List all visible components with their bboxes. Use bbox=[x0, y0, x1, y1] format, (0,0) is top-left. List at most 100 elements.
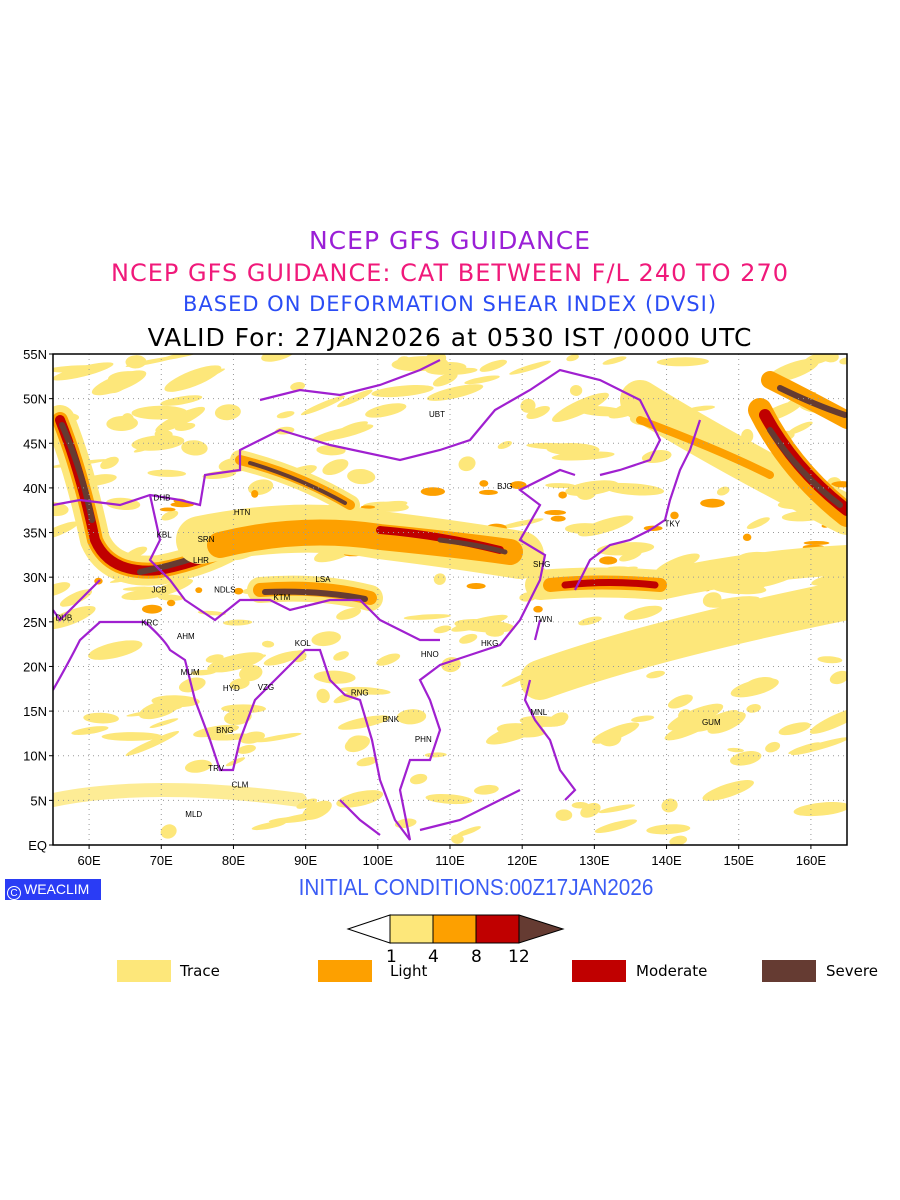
legend-swatch-light bbox=[318, 960, 372, 982]
trace-patch bbox=[223, 619, 253, 626]
initial-conditions: INITIAL CONDITIONS:00Z17JAN2026 bbox=[298, 874, 654, 900]
trace-patch bbox=[520, 398, 536, 413]
trace-patch bbox=[424, 752, 447, 758]
city-label-ubt: UBT bbox=[429, 410, 445, 419]
trace-patch bbox=[678, 709, 692, 722]
city-label-srn: SRN bbox=[198, 535, 215, 544]
light-patch bbox=[195, 587, 203, 594]
trace-patch bbox=[552, 392, 609, 423]
trace-patch bbox=[184, 759, 212, 773]
trace-patch bbox=[656, 357, 709, 367]
trace-patch bbox=[125, 730, 180, 756]
trace-patch bbox=[727, 747, 744, 753]
trace-patch bbox=[365, 403, 407, 418]
trace-patch bbox=[316, 688, 330, 704]
trace-patch bbox=[121, 588, 168, 601]
trace-patch bbox=[131, 405, 188, 420]
country-boundaries bbox=[53, 359, 702, 841]
lon-label: 160E bbox=[796, 853, 827, 868]
trace-patch bbox=[455, 826, 482, 837]
axis-labels: EQ 5N 10N 15N 20N 25N 30N 35N 40N 45N 50N 55N 60E 70E… bbox=[23, 347, 826, 868]
trace-patch bbox=[594, 819, 638, 834]
trace-patch bbox=[147, 469, 187, 477]
city-label-bng: BNG bbox=[216, 726, 233, 735]
city-label-htn: HTN bbox=[234, 508, 251, 517]
trace-patch bbox=[499, 518, 544, 529]
legend-label-trace: Trace bbox=[180, 962, 220, 980]
colorbar-light bbox=[432, 914, 477, 944]
trace-patch bbox=[261, 640, 275, 648]
trace-patch bbox=[545, 483, 576, 489]
legend-label-light: Light bbox=[390, 962, 428, 980]
trace-patch bbox=[432, 372, 458, 387]
trace-patch bbox=[311, 424, 374, 442]
colorbar-trace bbox=[389, 914, 434, 944]
lon-label: 70E bbox=[150, 853, 173, 868]
light-patch bbox=[170, 501, 194, 508]
trace-patch bbox=[746, 517, 770, 530]
lon-label: 90E bbox=[294, 853, 317, 868]
trace-patches bbox=[53, 354, 847, 845]
trace-patch bbox=[248, 479, 274, 495]
lat-label: 50N bbox=[23, 392, 47, 407]
trace-patch bbox=[336, 607, 362, 620]
trace-patch bbox=[164, 365, 222, 392]
trace-patch bbox=[53, 502, 69, 517]
trace-patch bbox=[451, 834, 464, 844]
trace-patch bbox=[88, 640, 143, 660]
colorbar-severe bbox=[518, 914, 565, 944]
colorbar-tick: 12 bbox=[508, 947, 530, 967]
lon-label: 110E bbox=[435, 853, 465, 868]
trace-patch bbox=[602, 356, 627, 365]
trace-patch bbox=[193, 724, 240, 738]
light-patch bbox=[558, 491, 567, 499]
title-valid-time: VALID For: 27JAN2026 at 0530 IST /0000 U… bbox=[147, 323, 753, 352]
trace-patch bbox=[71, 726, 109, 735]
lat-label: 5N bbox=[30, 793, 47, 808]
light-patch bbox=[159, 507, 176, 512]
title-index: BASED ON DEFORMATION SHEAR INDEX (DVSI) bbox=[182, 292, 718, 316]
lon-label: 120E bbox=[507, 853, 538, 868]
trace-patch bbox=[479, 359, 508, 372]
trace-patch bbox=[474, 784, 499, 795]
light-patch bbox=[533, 605, 543, 613]
city-label-tky: TKY bbox=[665, 520, 681, 529]
trace-patch bbox=[362, 501, 409, 512]
trace-patch bbox=[707, 711, 746, 734]
lat-label: 35N bbox=[23, 526, 47, 541]
lat-label: 55N bbox=[23, 347, 47, 362]
trace-patch bbox=[746, 704, 761, 713]
trace-patch bbox=[526, 405, 550, 420]
trace-patch bbox=[311, 631, 341, 647]
trace-patch bbox=[302, 800, 332, 820]
trace-patch bbox=[125, 355, 147, 369]
trace-patch bbox=[190, 669, 217, 676]
trace-patch bbox=[433, 573, 446, 585]
city-label-trv: TRV bbox=[208, 764, 225, 773]
trace-patch bbox=[337, 389, 373, 408]
trace-patch bbox=[425, 354, 447, 366]
city-label-bnk: BNK bbox=[383, 715, 400, 724]
trace-patch bbox=[526, 442, 589, 451]
trace-patch bbox=[426, 384, 484, 401]
colorbar-tick: 1 bbox=[386, 947, 397, 967]
colorbar-tick: 4 bbox=[428, 947, 439, 967]
trace-patch bbox=[207, 652, 264, 673]
city-label-bjg: BJG bbox=[497, 482, 513, 491]
trace-patch bbox=[300, 395, 345, 416]
light-patch bbox=[141, 604, 163, 614]
legend-label-severe: Severe bbox=[826, 962, 878, 980]
trace-patch bbox=[101, 732, 162, 741]
trace-patch bbox=[154, 429, 173, 439]
trace-patch bbox=[433, 625, 452, 634]
trace-patch bbox=[160, 395, 203, 406]
trace-patch bbox=[53, 521, 79, 540]
trace-patch bbox=[155, 406, 206, 433]
trace-patch bbox=[702, 592, 722, 608]
trace-patch bbox=[396, 709, 427, 725]
trace-patch bbox=[181, 440, 208, 456]
lat-label: 25N bbox=[23, 615, 47, 630]
copyright-icon: C bbox=[7, 886, 21, 900]
